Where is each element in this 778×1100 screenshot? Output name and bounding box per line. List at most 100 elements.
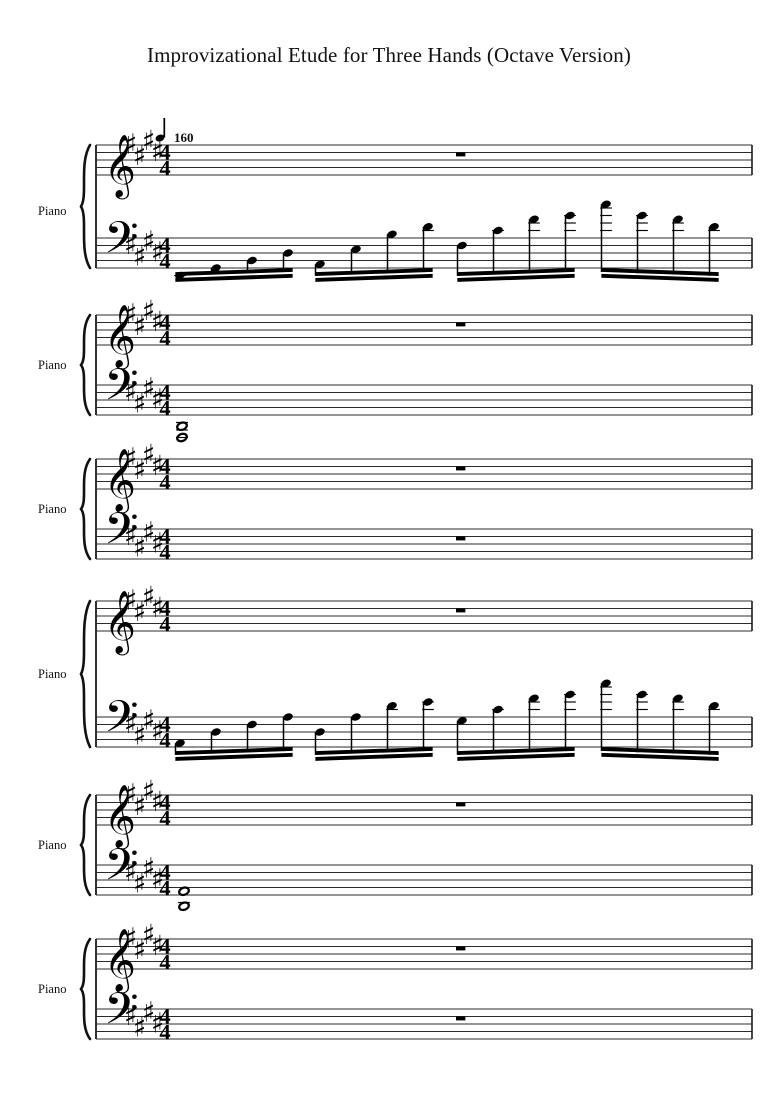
time-signature-denominator: 4 (159, 249, 170, 274)
notehead-filled (457, 717, 467, 725)
notehead-filled (493, 705, 503, 714)
treble-clef-icon: 𝄞 (104, 448, 136, 514)
treble-staff: 𝄞♯♯♯♯44 (96, 918, 753, 994)
time-signature-numerator: 4 (159, 934, 170, 959)
key-signature-sharp: ♯ (124, 778, 137, 811)
key-signature-sharp: ♯ (133, 453, 146, 486)
key-signature-sharp: ♯ (151, 305, 164, 338)
brace-group (79, 937, 97, 1041)
brace-group (79, 457, 97, 561)
instrument-label: Piano (38, 838, 67, 852)
brace-group (79, 793, 97, 897)
instrument-label: Piano (38, 502, 67, 516)
time-signature-numerator: 4 (159, 454, 170, 479)
notehead-filled (283, 249, 293, 257)
key-signature-sharp: ♯ (142, 774, 155, 807)
time-signature-numerator: 4 (159, 860, 170, 885)
beam (601, 747, 719, 756)
notehead-filled (175, 271, 185, 280)
key-signature-sharp: ♯ (151, 715, 164, 748)
notehead-filled (709, 223, 719, 231)
system-brace (79, 599, 92, 749)
notehead-whole (176, 432, 188, 443)
beam (175, 268, 293, 277)
whole-rest (456, 1016, 466, 1021)
key-signature-sharp: ♯ (133, 239, 146, 272)
notehead-whole (178, 886, 190, 897)
time-signature-numerator: 4 (159, 596, 170, 621)
system-brace (79, 793, 92, 897)
time-signature-numerator: 4 (159, 524, 170, 549)
instrument-label: Piano (38, 667, 67, 681)
notehead-filled (709, 702, 719, 710)
time-signature-denominator: 4 (159, 326, 170, 351)
whole-rest (456, 946, 466, 951)
time-signature-numerator: 4 (159, 310, 170, 335)
beam (315, 752, 433, 761)
notehead-filled (423, 698, 433, 706)
key-signature-sharp: ♯ (124, 855, 137, 888)
system-brace (79, 143, 92, 270)
notehead-filled (565, 690, 575, 699)
treble-staff: 𝄞♯♯♯♯44 (96, 580, 753, 656)
bass-clef-icon: 𝄢 (104, 359, 139, 422)
key-signature-sharp: ♯ (142, 515, 155, 548)
page-title: Improvizational Etude for Three Hands (O… (147, 43, 631, 67)
beam (175, 747, 293, 756)
whole-rest (456, 608, 466, 613)
time-signature-denominator: 4 (159, 876, 170, 901)
time-signature-denominator: 4 (159, 156, 170, 181)
notehead-filled (351, 713, 361, 721)
notehead-filled (637, 690, 647, 699)
key-signature-sharp: ♯ (133, 386, 146, 419)
tempo-notehead (155, 134, 165, 142)
notehead-filled (247, 256, 257, 265)
system-brace (79, 313, 92, 417)
time-signature-denominator: 4 (159, 612, 170, 637)
key-signature-sharp: ♯ (133, 1010, 146, 1043)
time-signature-denominator: 4 (159, 806, 170, 831)
key-signature-sharp: ♯ (124, 298, 137, 331)
time-signature-denominator: 4 (159, 950, 170, 975)
treble-clef-icon: 𝄞 (104, 304, 136, 370)
key-signature-sharp: ♯ (133, 530, 146, 563)
notehead-filled (351, 245, 361, 253)
key-signature-sharp: ♯ (151, 449, 164, 482)
brace-group (79, 599, 97, 749)
treble-staff: 𝄞♯♯♯♯44 (96, 438, 753, 514)
notehead-filled (529, 215, 539, 223)
notehead-whole (178, 901, 190, 912)
key-signature-sharp: ♯ (124, 519, 137, 552)
beam (457, 747, 575, 756)
notehead-filled (529, 694, 539, 702)
notehead-filled (601, 679, 611, 687)
notehead-filled (673, 694, 683, 702)
treble-clef-icon: 𝄞 (104, 928, 136, 994)
key-signature-sharp: ♯ (151, 1007, 164, 1040)
key-signature-sharp: ♯ (133, 718, 146, 751)
bass-clef-icon: 𝄢 (104, 503, 139, 566)
key-signature-sharp: ♯ (142, 995, 155, 1028)
notehead-filled (283, 713, 293, 721)
time-signature-numerator: 4 (159, 1004, 170, 1029)
key-signature-sharp: ♯ (142, 224, 155, 257)
system-brace (79, 457, 92, 561)
beam (315, 747, 433, 756)
key-signature-sharp: ♯ (133, 309, 146, 342)
whole-rest (456, 322, 466, 327)
key-signature-sharp: ♯ (124, 442, 137, 475)
beam (175, 273, 293, 282)
key-signature-sharp: ♯ (151, 863, 164, 896)
key-signature-sharp: ♯ (124, 375, 137, 408)
bass-clef-icon: 𝄢 (104, 212, 139, 275)
time-signature-numerator: 4 (159, 790, 170, 815)
key-signature-sharp: ♯ (142, 438, 155, 471)
key-signature-sharp: ♯ (133, 789, 146, 822)
brace-group (79, 313, 97, 417)
time-signature-numerator: 4 (159, 380, 170, 405)
notehead-filled (565, 211, 575, 220)
